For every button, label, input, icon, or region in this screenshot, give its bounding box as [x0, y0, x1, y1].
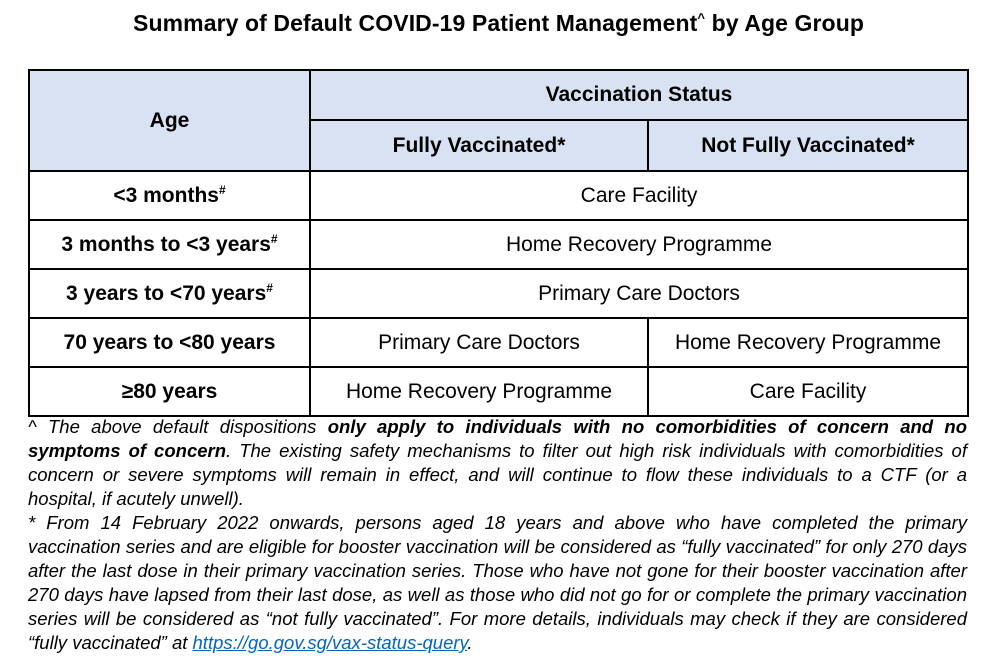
disposition-cell: Primary Care Doctors	[308, 268, 970, 319]
disposition-cell: Home Recovery Programme	[308, 219, 970, 270]
vax-status-query-link[interactable]: https://go.gov.sg/vax-status-query	[192, 632, 468, 653]
management-table: Age Vaccination Status Fully Vaccinated*…	[28, 69, 970, 417]
disposition-cell: Care Facility	[308, 170, 970, 221]
not-fully-vaccinated-cell: Care Facility	[646, 366, 970, 417]
table-row: 3 months to <3 years# Home Recovery Prog…	[28, 219, 970, 270]
footnote-text: * From 14 February 2022 onwards, persons…	[28, 512, 967, 653]
page-title: Summary of Default COVID-19 Patient Mana…	[0, 10, 997, 37]
age-cell: 3 years to <70 years#	[28, 268, 311, 319]
fully-vaccinated-header: Fully Vaccinated*	[309, 119, 649, 172]
not-fully-vaccinated-cell: Home Recovery Programme	[646, 317, 970, 368]
age-marker: #	[266, 281, 273, 295]
header-row-1: Age Vaccination Status	[28, 69, 970, 172]
footnote-emphasis: only apply to individuals with no comorb…	[28, 416, 967, 461]
age-cell: 70 years to <80 years	[28, 317, 311, 368]
vaccination-status-header: Vaccination Status	[308, 69, 970, 121]
title-text: Summary of Default COVID-19 Patient Mana…	[133, 10, 698, 36]
title-suffix: by Age Group	[705, 10, 864, 36]
age-header: Age	[28, 69, 311, 172]
table-row: 70 years to <80 years Primary Care Docto…	[28, 317, 970, 368]
age-label: <3 months	[113, 184, 219, 207]
age-marker: #	[218, 183, 226, 197]
fully-vaccinated-cell: Primary Care Doctors	[309, 317, 649, 368]
footnote-asterisk: * From 14 February 2022 onwards, persons…	[28, 511, 967, 655]
table-row: 3 years to <70 years# Primary Care Docto…	[28, 268, 970, 319]
footnote-text: ^ The above default dispositions	[28, 416, 328, 437]
footnote-caret: ^ The above default dispositions only ap…	[28, 415, 967, 511]
age-label: 3 months to <3 years	[61, 233, 271, 256]
age-cell: ≥80 years	[28, 366, 311, 417]
footnote-text: .	[467, 632, 473, 653]
header-row-2: Fully Vaccinated* Not Fully Vaccinated*	[29, 119, 970, 172]
age-label: 3 years to <70 years	[66, 282, 267, 305]
title-marker: ^	[697, 10, 706, 26]
not-fully-vaccinated-header: Not Fully Vaccinated*	[646, 119, 970, 172]
footnote-text: . The existing safety mechanisms to filt…	[28, 440, 967, 509]
age-cell: 3 months to <3 years#	[28, 219, 311, 270]
age-cell: <3 months#	[28, 170, 311, 221]
fully-vaccinated-cell: Home Recovery Programme	[309, 366, 649, 417]
table-row: <3 months# Care Facility	[28, 170, 970, 221]
age-marker: #	[270, 232, 278, 246]
footnotes: ^ The above default dispositions only ap…	[28, 415, 967, 655]
table-row: ≥80 years Home Recovery Programme Care F…	[28, 366, 970, 417]
